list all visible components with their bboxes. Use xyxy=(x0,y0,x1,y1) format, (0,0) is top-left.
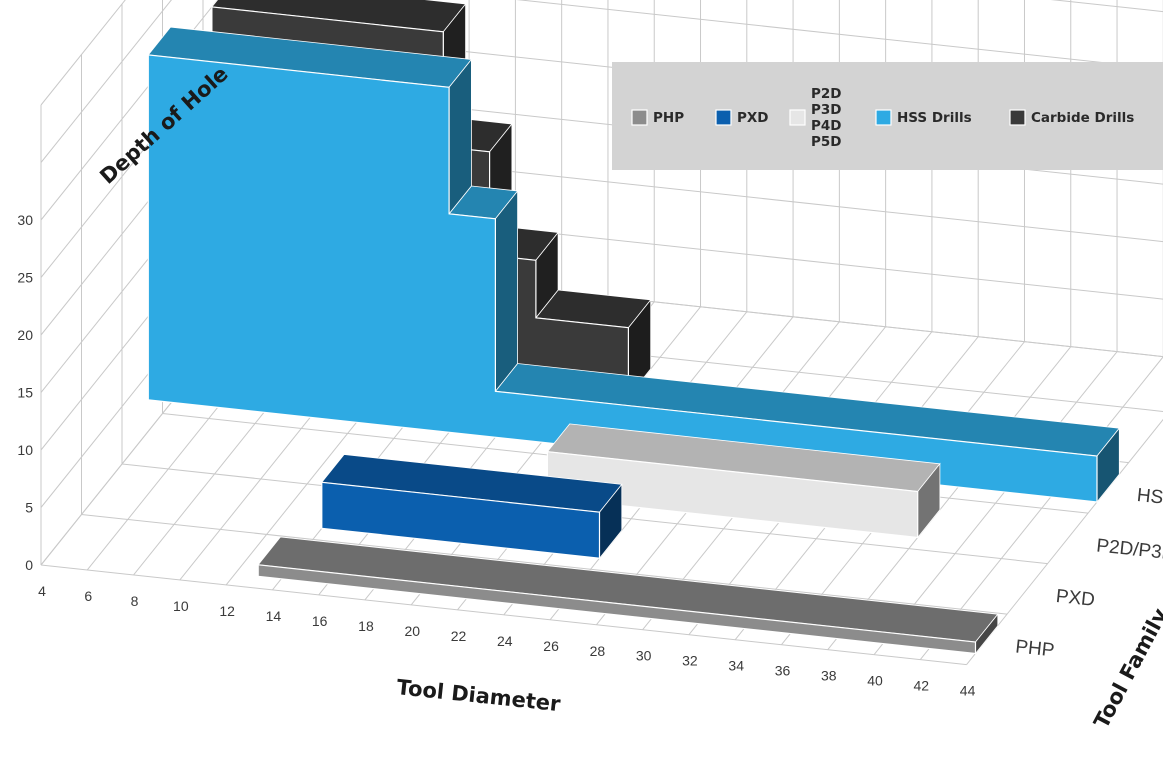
legend-label: P5D xyxy=(811,134,842,150)
bar-front xyxy=(147,54,1098,503)
legend-swatch xyxy=(1009,109,1026,126)
legend-swatch xyxy=(875,109,892,126)
wall-gridline xyxy=(1050,0,1163,13)
x-tick-label: 10 xyxy=(173,598,189,614)
x-tick-label: 28 xyxy=(590,643,606,659)
x-tick-label: 18 xyxy=(358,618,374,634)
x-tick-label: 4 xyxy=(38,583,46,599)
series-hss-drills xyxy=(147,26,1121,504)
x-tick-label: 22 xyxy=(451,628,467,644)
floor-gridline xyxy=(40,564,967,666)
series-pxd xyxy=(321,454,623,560)
bars xyxy=(147,0,1121,655)
y-tick-label: 5 xyxy=(25,500,33,516)
bar-front xyxy=(257,564,977,655)
z-axis-title: Tool Family xyxy=(1089,604,1163,732)
x-tick-label: 26 xyxy=(543,638,559,654)
x-tick-label: 16 xyxy=(312,613,328,629)
legend-label: HSS Drills xyxy=(897,110,972,126)
legend-label: P3D xyxy=(811,102,842,118)
legend-item: Carbide Drills xyxy=(1009,109,1134,126)
legend-item: HSS Drills xyxy=(875,109,972,126)
series-php xyxy=(257,536,999,655)
family-tick-label: HSS Drills xyxy=(1136,485,1163,515)
y-axis-ticks: 0 5 10 15 20 25 30 xyxy=(17,212,33,573)
y-tick-label: 15 xyxy=(17,385,33,401)
y-tick-label: 10 xyxy=(17,442,33,458)
legend-label: Carbide Drills xyxy=(1031,110,1134,126)
x-axis-title: Tool Diameter xyxy=(395,675,562,716)
x-tick-label: 44 xyxy=(960,683,976,699)
x-tick-label: 34 xyxy=(728,658,744,674)
y-tick-label: 20 xyxy=(17,327,33,343)
bar-front xyxy=(546,451,919,539)
y-tick-label: 0 xyxy=(25,557,33,573)
bar-front xyxy=(321,481,601,559)
x-tick-label: 38 xyxy=(821,668,837,684)
x-tick-label: 24 xyxy=(497,633,513,649)
x-axis-ticks: 4 6 8 10 12 14 16 18 20 22 24 26 28 30 32 34 36 38 40 42 44 xyxy=(38,583,975,699)
family-tick-label: PHP xyxy=(1014,636,1055,661)
x-tick-label: 42 xyxy=(914,678,930,694)
legend-label: PXD xyxy=(737,110,769,126)
legend-label: PHP xyxy=(653,110,684,126)
x-tick-label: 6 xyxy=(84,588,92,604)
legend-item: PHP xyxy=(631,109,684,126)
x-tick-label: 8 xyxy=(131,593,139,609)
legend-swatch xyxy=(715,109,732,126)
x-tick-label: 12 xyxy=(219,603,235,619)
legend-label: P2D xyxy=(811,86,842,102)
x-tick-label: 40 xyxy=(867,673,883,689)
x-tick-label: 14 xyxy=(266,608,282,624)
series-p2d-p3d-p4d-p5d xyxy=(546,423,941,539)
legend-swatch xyxy=(631,109,648,126)
legend-swatch xyxy=(789,109,806,126)
x-tick-label: 36 xyxy=(775,663,791,679)
bar-riser xyxy=(448,58,472,215)
y-tick-label: 25 xyxy=(17,270,33,286)
x-tick-label: 30 xyxy=(636,648,652,664)
legend-item: PXD xyxy=(715,109,769,126)
y-tick-label: 30 xyxy=(17,212,33,228)
legend-label: P4D xyxy=(811,118,842,134)
x-tick-label: 32 xyxy=(682,653,698,669)
family-tick-label: PXD xyxy=(1055,586,1096,611)
floor-gridline xyxy=(81,514,1008,615)
x-tick-label: 20 xyxy=(404,623,420,639)
bar-riser xyxy=(494,189,518,393)
family-tick-label: P2D/P3D/P4D/P5D xyxy=(1095,535,1163,573)
